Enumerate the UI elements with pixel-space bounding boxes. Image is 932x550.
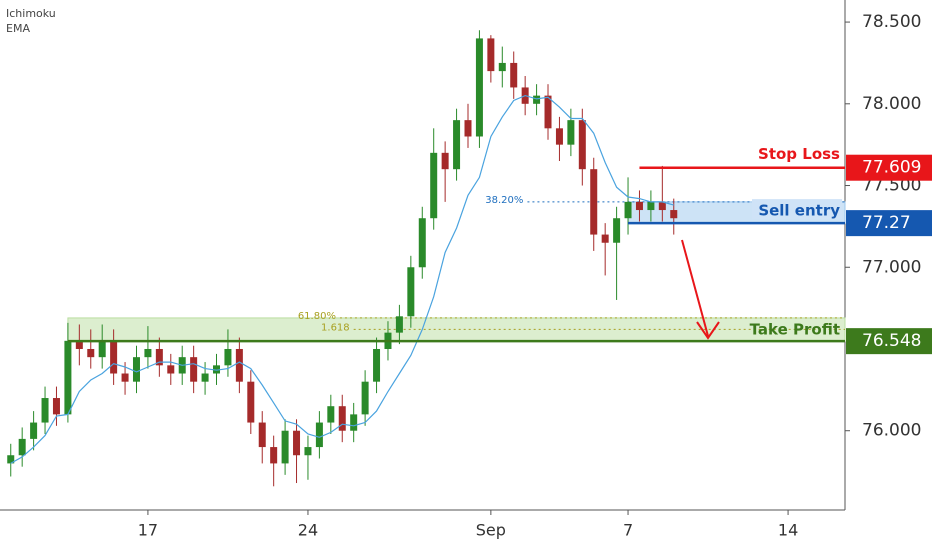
candle-body — [361, 381, 369, 415]
arrow-head — [696, 321, 720, 340]
candle-body — [510, 62, 518, 88]
candle-body — [498, 62, 506, 72]
candle-body — [453, 120, 461, 170]
candle-body — [418, 218, 426, 268]
candle-body — [613, 218, 621, 243]
candle-body — [270, 447, 278, 464]
candle-body — [18, 438, 26, 456]
price-box — [846, 328, 932, 355]
candle-body — [30, 422, 38, 439]
fib-label: 1.618 — [321, 322, 350, 333]
arrow — [681, 239, 709, 337]
price-label: 76.548 — [862, 331, 921, 351]
candle-body — [144, 348, 152, 358]
candle-body — [281, 430, 289, 464]
candle-body — [590, 169, 598, 235]
y-tick-label: 78.000 — [862, 94, 921, 114]
y-tick-label: 77.000 — [862, 257, 921, 277]
candle-body — [75, 340, 83, 349]
candle-body — [487, 38, 495, 72]
candle-body — [327, 406, 335, 423]
candle-body — [293, 430, 301, 456]
x-tick-label: 7 — [623, 521, 633, 540]
candle-body — [647, 201, 655, 211]
candle-body — [658, 201, 666, 211]
candle-body — [338, 406, 346, 431]
price-box — [846, 210, 932, 237]
candle-body — [121, 373, 129, 382]
candle-body — [132, 357, 140, 382]
candle-body — [624, 201, 632, 219]
fib-label: 38.20% — [485, 195, 523, 206]
level-name: Sell entry — [758, 202, 840, 220]
candle-body — [167, 365, 175, 374]
candle-body — [190, 357, 198, 382]
candle-body — [567, 120, 575, 145]
candle-body — [213, 365, 221, 374]
candle-body — [475, 38, 483, 137]
level-name: Stop Loss — [758, 145, 840, 163]
candle-body — [407, 267, 415, 317]
candle-body — [635, 201, 643, 211]
candle-body — [235, 348, 243, 382]
candle-body — [350, 414, 358, 431]
candle-body — [155, 348, 163, 366]
candle-body — [258, 422, 266, 448]
candle-body — [98, 340, 106, 358]
zone — [67, 317, 846, 342]
price-box — [846, 154, 932, 181]
label-box — [752, 199, 842, 220]
price-label: 77.609 — [862, 158, 921, 178]
candle-body — [201, 373, 209, 382]
ema-line — [10, 94, 674, 464]
candle-body — [304, 447, 312, 456]
candle-body — [224, 348, 232, 366]
candle-body — [315, 422, 323, 448]
x-tick-label: 17 — [138, 521, 158, 540]
candle-body — [430, 152, 438, 219]
candle-body — [533, 95, 541, 104]
candle-body — [110, 340, 118, 374]
candle-body — [670, 210, 678, 219]
candle-body — [41, 398, 49, 423]
price-label: 77.27 — [862, 213, 911, 233]
candle-body — [601, 234, 609, 243]
candle-body — [555, 128, 563, 145]
x-tick-label: 24 — [298, 521, 318, 540]
fib-label: 61.80% — [298, 311, 336, 322]
x-tick-label: 14 — [778, 521, 798, 540]
candle-body — [247, 381, 255, 423]
candle-body — [395, 316, 403, 333]
y-tick-label: 76.000 — [862, 421, 921, 441]
candle-body — [373, 348, 381, 382]
x-tick-label: Sep — [476, 521, 506, 540]
candle-body — [544, 95, 552, 129]
indicator-label: EMA — [6, 22, 30, 35]
candle-body — [441, 152, 449, 170]
candle-body — [464, 120, 472, 137]
candle-body — [64, 340, 72, 415]
candle-body — [52, 398, 60, 415]
candle-body — [87, 348, 95, 358]
candle-body — [578, 120, 586, 170]
y-tick-label: 78.500 — [862, 12, 921, 32]
indicator-label: Ichimoku — [6, 7, 56, 20]
level-name: Take Profit — [750, 321, 840, 339]
candle-body — [7, 455, 15, 464]
